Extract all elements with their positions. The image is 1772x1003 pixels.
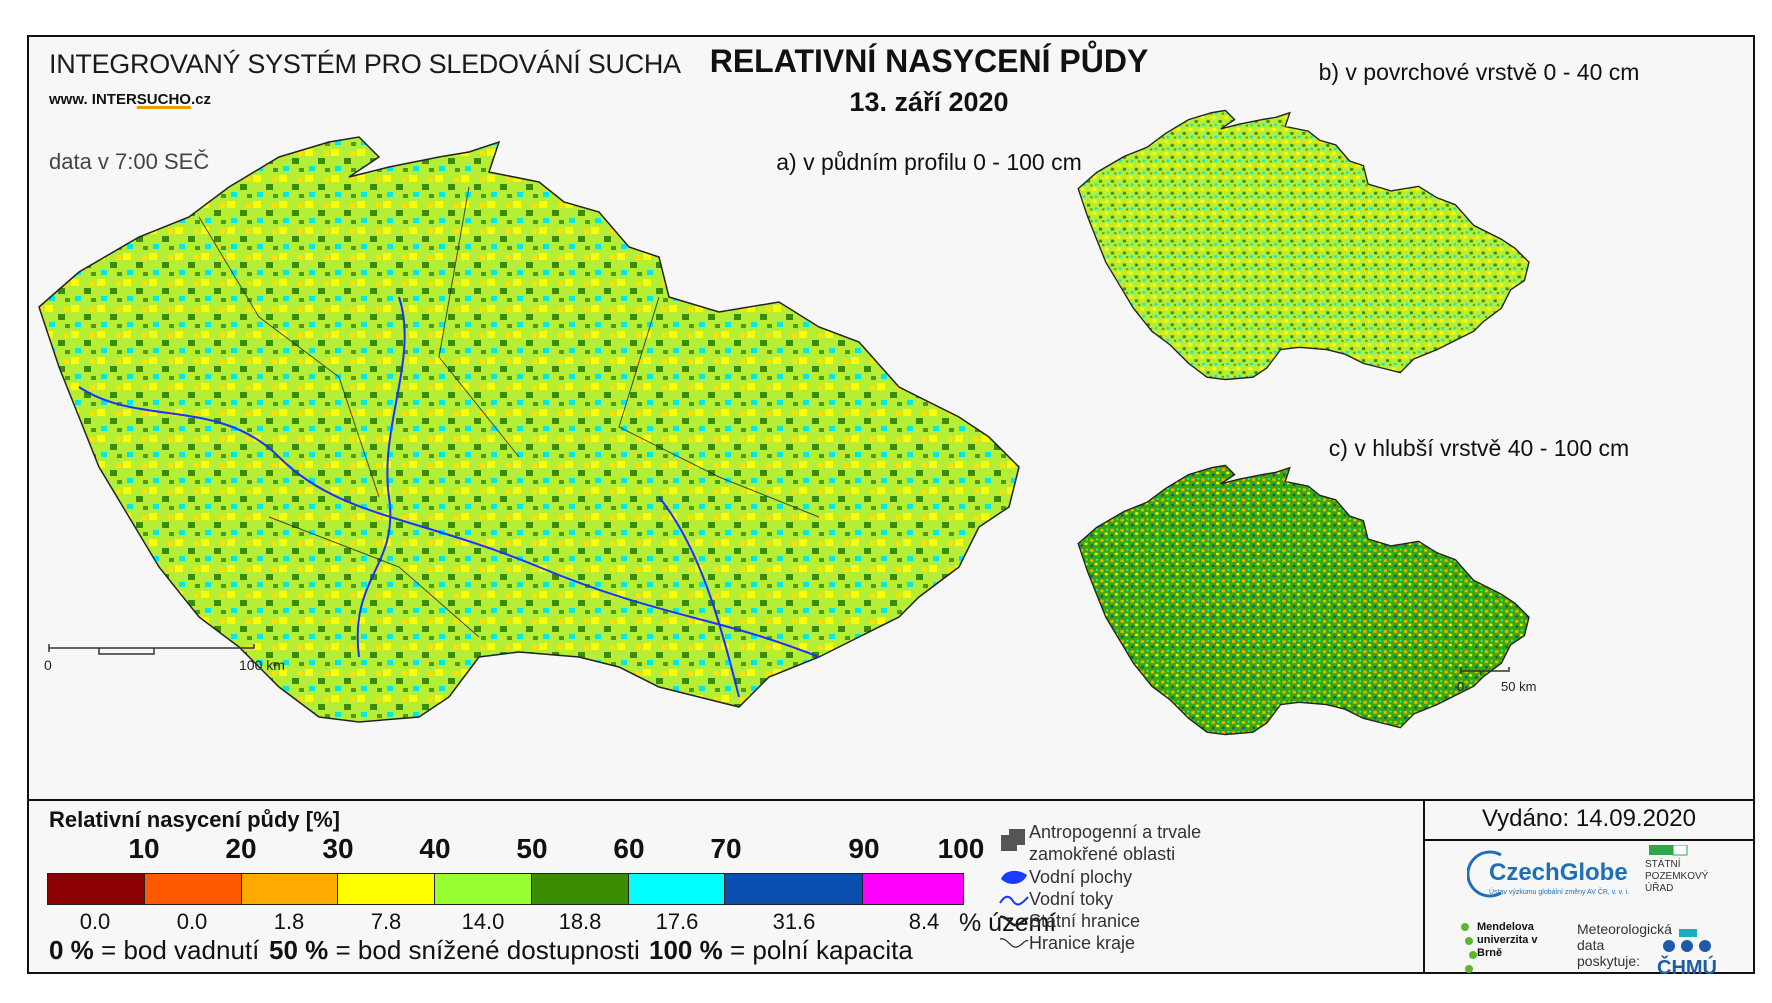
scale-small-end: 50 km [1501, 679, 1537, 694]
legend-class-swatch [628, 874, 726, 904]
legend-note-reduced: 50 % = bod snížené dostupnosti [269, 935, 640, 966]
symbol-region-border: Hranice kraje [1029, 933, 1136, 953]
legend-class-pct: 1.8 [273, 909, 305, 934]
legend-class-pct: 8.4 [908, 909, 940, 934]
url-mid: SUCHO [136, 91, 191, 108]
map-b-label: b) v povrchové vrstvě 0 - 40 cm [1318, 59, 1640, 85]
url-prefix: www. INTER [49, 91, 137, 108]
note-value: 0 % [49, 935, 94, 965]
legend-pct-unit: % území [959, 909, 1057, 937]
scale-bar-small [1460, 667, 1510, 676]
data-time: data v 7:00 SEČ [49, 149, 210, 174]
scale-main-start: 0 [44, 657, 52, 673]
chmu-logo-icon [1663, 929, 1711, 952]
legend-class-swatch [338, 874, 436, 904]
legend-class-swatch [144, 874, 242, 904]
map-a-label: a) v půdním profilu 0 - 100 cm [776, 149, 1082, 175]
legend-color-bar [47, 873, 964, 905]
spu-logo: STÁTNÍ POZEMKOVÝ ÚŘAD [1645, 859, 1709, 894]
czechglobe-logo-icon [1467, 850, 1502, 898]
scale-small-start: 0 [1457, 679, 1465, 694]
mendel-university-logo: Mendelova univerzita v Brně [1477, 921, 1538, 959]
legend-threshold: 40 [419, 833, 451, 864]
legend-class-swatch [435, 874, 532, 904]
scale-main-end: 100 km [239, 657, 285, 673]
legend-threshold: 90 [848, 833, 880, 864]
state-border-icon [999, 915, 1029, 927]
map-frame: 0 100 km 0 50 km INTEGROVANÝ SYSTÉM PRO … [27, 35, 1755, 979]
symbol-anthropogenic-line2: zamokřené oblasti [1029, 844, 1176, 864]
map-date: 13. září 2020 [849, 87, 1009, 117]
symbol-state-border: Státní hranice [1029, 911, 1141, 931]
legend-class-pct: 0.0 [176, 909, 208, 934]
legend-class-pct: 7.8 [370, 909, 402, 934]
anthropogenic-area-icon [1001, 829, 1025, 851]
main-title: RELATIVNÍ NASYCENÍ PŮDY [709, 43, 1149, 79]
legend-class-swatch [48, 874, 145, 904]
symbol-anthropogenic-line1: Antropogenní a trvale [1029, 822, 1202, 842]
legend-class-pct: 31.6 [772, 909, 816, 934]
legend-threshold: 10 [128, 833, 160, 864]
note-value: 100 % [649, 935, 723, 965]
legend-note-capacity: 100 % = polní kapacita [649, 935, 913, 966]
map-c-deep-layer [1077, 464, 1530, 736]
note-text: = polní kapacita [729, 935, 913, 965]
issued-divider [1423, 839, 1753, 841]
symbol-anthropogenic: Antropogenní a trvale zamokřené oblasti [1029, 821, 1201, 865]
issued-date: Vydáno: 14.09.2020 [1482, 805, 1696, 832]
symbol-water-bodies: Vodní plochy [1029, 867, 1133, 887]
legend-threshold: 100 [937, 833, 985, 864]
scale-bar-main [48, 644, 255, 655]
footer-divider [1423, 799, 1425, 974]
legend-class-pct: 18.8 [558, 909, 602, 934]
czechglobe-logo: CzechGlobe [1489, 859, 1628, 886]
legend-class-pct: 14.0 [461, 909, 505, 934]
maps-canvas [38, 109, 1530, 736]
legend-class-swatch [241, 874, 339, 904]
legend-threshold: 60 [613, 833, 645, 864]
mendel-logo-icon [1461, 923, 1477, 973]
legend-class-swatch [863, 874, 963, 904]
legend-title: Relativní nasycení půdy [%] [49, 807, 340, 832]
legend-class-pct: 17.6 [655, 909, 699, 934]
url-suffix: .cz [190, 91, 211, 108]
czechglobe-subtitle: Ústav výzkumu globální změny AV ČR, v. v… [1489, 889, 1630, 896]
map-a-soil-profile [38, 136, 1020, 723]
legend-threshold: 50 [516, 833, 548, 864]
note-text: = bod snížené dostupnosti [335, 935, 640, 965]
legend-threshold: 70 [710, 833, 742, 864]
legend-divider [29, 799, 1753, 801]
website-url[interactable]: www. INTERSUCHO.cz [49, 91, 211, 108]
spu-logo-icon [1649, 845, 1688, 856]
map-c-label: c) v hlubší vrstvě 40 - 100 cm [1328, 435, 1630, 461]
region-border-icon [999, 938, 1029, 948]
note-text: = bod vadnutí [101, 935, 260, 965]
chmu-logo: ČHMÚ [1657, 957, 1717, 979]
river-icon [999, 895, 1029, 906]
legend-class-pct: 0.0 [79, 909, 111, 934]
legend-class-swatch [531, 874, 629, 904]
legend-class-swatch [725, 874, 864, 904]
legend-threshold: 30 [322, 833, 354, 864]
note-value: 50 % [269, 935, 329, 965]
meteo-provider-label: Meteorologická data poskytuje: [1577, 921, 1672, 969]
legend-threshold: 20 [225, 833, 257, 864]
water-body-icon [1001, 870, 1027, 884]
system-name: INTEGROVANÝ SYSTÉM PRO SLEDOVÁNÍ SUCHA [49, 49, 681, 79]
legend-note-wilting: 0 % = bod vadnutí [49, 935, 259, 966]
symbol-rivers: Vodní toky [1029, 889, 1114, 909]
